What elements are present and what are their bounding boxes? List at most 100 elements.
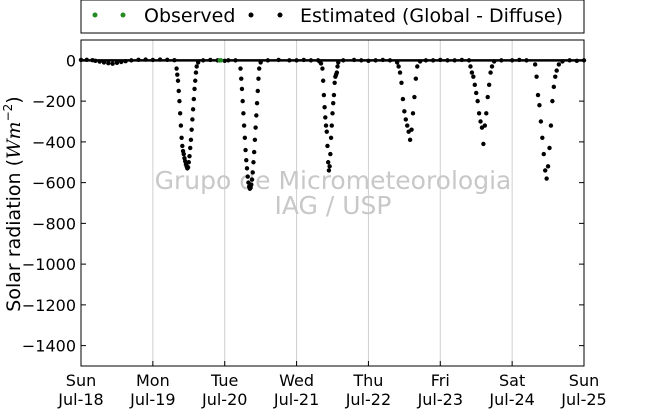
estimated-point	[475, 98, 480, 104]
estimated-point	[459, 57, 465, 63]
watermark: Grupo de Micrometeorologia IAG / USP	[155, 166, 512, 220]
estimated-point	[330, 111, 335, 116]
estimated-point	[172, 57, 177, 63]
estimated-point	[387, 58, 393, 63]
estimated-point	[351, 57, 357, 63]
estimated-point	[499, 58, 504, 63]
estimated-point	[328, 151, 333, 157]
estimated-point	[468, 64, 473, 69]
estimated-point	[176, 88, 181, 94]
estimated-point	[101, 60, 107, 65]
estimated-point	[110, 61, 115, 66]
x-axis: SunJul-18MonJul-19TueJul-20WedJul-21ThuJ…	[57, 361, 607, 409]
estimated-point	[403, 117, 408, 122]
estimated-point	[257, 66, 262, 71]
estimated-point	[323, 115, 328, 120]
estimated-point	[474, 90, 479, 96]
estimated-point	[430, 58, 436, 63]
estimated-point	[524, 58, 529, 63]
estimated-point	[509, 58, 515, 63]
estimated-point	[249, 182, 254, 187]
estimated-point	[324, 129, 329, 134]
estimated-point	[287, 58, 292, 63]
x-tick-date-label: Jul-23	[417, 390, 463, 409]
estimated-point	[326, 168, 332, 173]
estimated-point	[194, 64, 199, 69]
estimated-point	[359, 58, 364, 63]
estimated-point	[136, 57, 141, 62]
estimated-point	[175, 78, 181, 83]
y-tick-label: −1000	[22, 255, 76, 274]
y-tick-label: −400	[32, 133, 76, 152]
estimated-point	[150, 57, 156, 63]
estimated-point	[445, 58, 450, 63]
estimated-point	[195, 60, 201, 65]
estimated-point	[556, 62, 562, 67]
estimated-point	[179, 135, 184, 140]
estimated-point	[489, 64, 495, 69]
estimated-point	[251, 160, 256, 165]
estimated-point	[331, 100, 336, 106]
estimated-point	[540, 135, 545, 140]
y-tick-label: −600	[32, 174, 76, 193]
estimated-point	[551, 84, 557, 90]
estimated-point	[325, 160, 331, 165]
estimated-point	[238, 66, 243, 71]
estimated-point	[331, 92, 337, 98]
estimated-point	[397, 70, 403, 75]
x-tick-day-label: Wed	[279, 371, 314, 390]
estimated-point	[517, 57, 522, 63]
estimated-point	[254, 100, 260, 106]
x-tick-day-label: Tue	[210, 371, 238, 390]
observed-point	[218, 58, 224, 63]
estimated-point	[256, 76, 261, 81]
estimated-point	[251, 149, 257, 155]
estimated-point	[178, 123, 184, 128]
estimated-point	[537, 103, 542, 108]
y-tick-label: −1400	[22, 337, 76, 356]
estimated-point	[185, 165, 191, 170]
estimated-point	[252, 137, 258, 143]
estimated-point	[241, 111, 246, 116]
estimated-point	[106, 61, 111, 66]
estimated-point	[143, 57, 148, 62]
estimated-point	[438, 57, 443, 63]
estimated-point	[476, 111, 482, 116]
estimated-point	[488, 70, 493, 75]
estimated-point	[240, 98, 245, 104]
estimated-point	[200, 58, 206, 63]
x-tick-date-label: Jul-22	[345, 390, 391, 409]
estimated-point	[400, 96, 406, 102]
estimated-point	[327, 164, 332, 169]
estimated-point	[328, 135, 334, 140]
estimated-point	[485, 94, 490, 100]
estimated-point	[255, 88, 260, 94]
estimated-point	[186, 160, 191, 165]
estimated-point	[380, 57, 385, 63]
estimated-point	[560, 59, 565, 64]
estimated-point	[181, 151, 186, 157]
y-axis-label: Solar radiation (Wm−2)	[1, 96, 25, 311]
estimated-point	[187, 153, 192, 159]
estimated-point	[165, 57, 170, 62]
estimated-point	[402, 109, 407, 114]
estimated-point	[413, 76, 419, 81]
estimated-point	[177, 111, 183, 116]
estimated-point	[222, 58, 227, 63]
estimated-point	[394, 60, 400, 65]
estimated-point	[258, 60, 263, 65]
estimated-point	[244, 158, 249, 163]
estimated-point	[233, 58, 238, 63]
estimated-point	[242, 135, 248, 140]
estimated-point	[249, 177, 255, 182]
estimated-point	[545, 164, 551, 169]
x-tick-date-label: Jul-19	[129, 390, 175, 409]
estimated-point	[193, 70, 199, 75]
estimated-point	[405, 123, 410, 128]
estimated-point	[208, 57, 213, 63]
estimated-point	[191, 96, 197, 102]
estimated-point	[481, 141, 486, 147]
estimated-point	[320, 78, 326, 83]
estimated-point	[548, 123, 554, 128]
estimated-point	[553, 74, 558, 79]
